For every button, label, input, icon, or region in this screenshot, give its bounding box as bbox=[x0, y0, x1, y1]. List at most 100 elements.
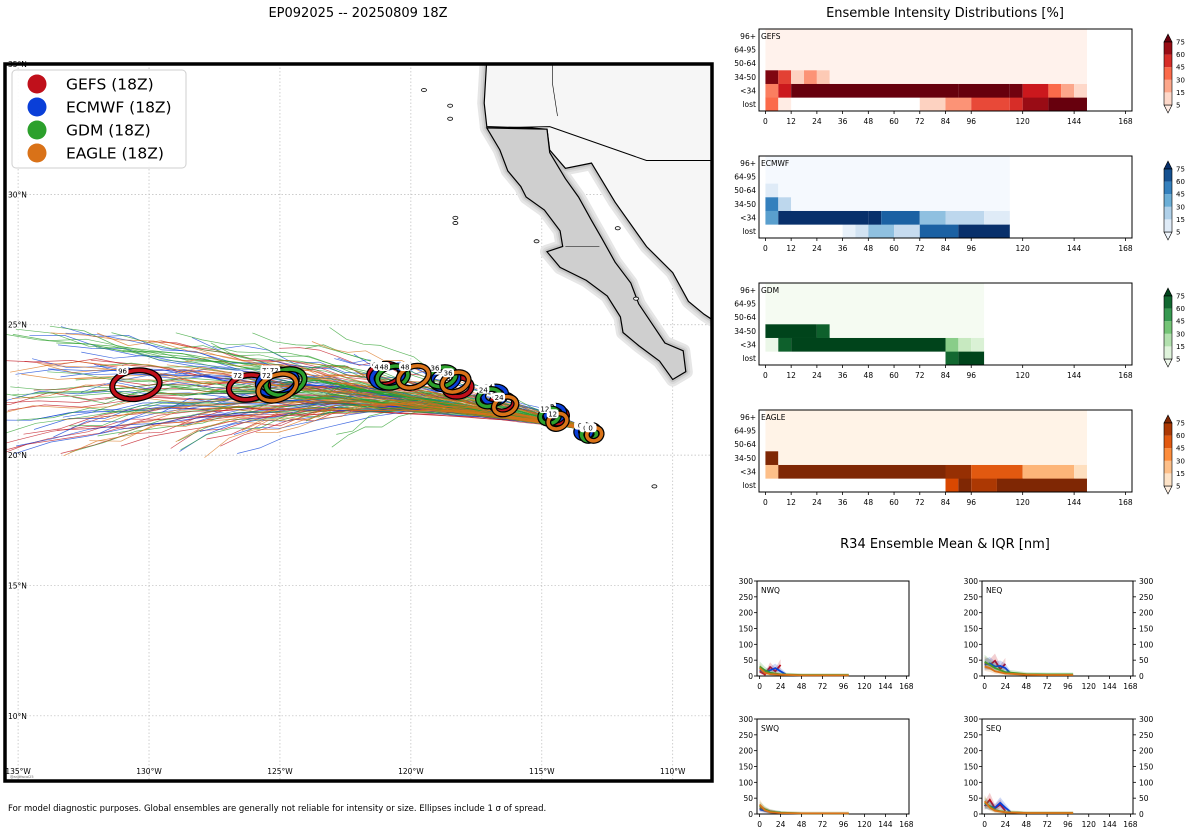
hour-label-bg bbox=[398, 362, 411, 372]
r34-frame bbox=[981, 580, 1134, 677]
r34-y-tick-label: 100 bbox=[964, 778, 979, 787]
member-track bbox=[63, 407, 600, 457]
r34-iqr-band bbox=[984, 654, 1074, 676]
r34-iqr-band bbox=[984, 792, 1006, 813]
r34-y-tick-label: 50 bbox=[743, 794, 753, 803]
r34-frame bbox=[756, 718, 910, 815]
r34-panel-name: NWQ bbox=[761, 586, 780, 595]
colorbar-tick-label: 15 bbox=[1176, 470, 1185, 478]
r34-x-tick-label: 168 bbox=[899, 682, 914, 691]
r34-iqr-band bbox=[984, 661, 1074, 676]
colorbar-tick-label: 5 bbox=[1176, 356, 1180, 364]
heatmap-cell bbox=[1022, 464, 1075, 479]
r34-x-tick-label: 24 bbox=[1001, 682, 1011, 691]
r34-x-tick-label: 0 bbox=[982, 682, 987, 691]
hour-label: 36 bbox=[431, 364, 440, 372]
y-category-label: <34 bbox=[740, 468, 756, 477]
x-tick-label: 12 bbox=[786, 498, 796, 507]
colorbar-extend-bottom bbox=[1163, 485, 1173, 495]
x-tick-label: 144 bbox=[1067, 117, 1082, 126]
member-track bbox=[198, 395, 600, 432]
x-tick-label: 0 bbox=[763, 371, 768, 380]
colorbar-tick-label: 75 bbox=[1176, 420, 1185, 428]
heatmap-cell bbox=[765, 296, 985, 311]
r34-y-tick-label: 50 bbox=[968, 794, 978, 803]
island bbox=[447, 103, 454, 108]
x-tick-label: 12 bbox=[786, 244, 796, 253]
r34-y-tick-label: 0 bbox=[748, 810, 753, 819]
hour-label: 48 bbox=[380, 364, 389, 372]
r34-y-tick-label: 0 bbox=[973, 810, 978, 819]
y-category-label: 34-50 bbox=[734, 327, 756, 336]
heatmap-cell bbox=[778, 210, 869, 225]
colorbar-tick-label: 60 bbox=[1176, 305, 1185, 313]
heatmap-cell bbox=[765, 324, 817, 338]
heatmap-cell bbox=[1074, 464, 1087, 479]
heatmap-cell bbox=[778, 97, 792, 112]
heatmap-cell bbox=[791, 197, 1010, 211]
colorbar-tick-label: 75 bbox=[1176, 39, 1185, 47]
r34-y-tick-label: 250 bbox=[964, 731, 979, 740]
heatmap-panel: lost <34 34-50 50-64 64-95 96+ GEFS 0 12 24 36 48 60… bbox=[734, 28, 1185, 126]
y-category-label: 96+ bbox=[740, 286, 756, 295]
spread-ellipse bbox=[256, 372, 299, 403]
y-category-label: lost bbox=[742, 354, 756, 363]
heatmap-cell bbox=[765, 451, 779, 465]
panel-name: ECMWF bbox=[761, 159, 789, 168]
map-title: EP092025 -- 20250809 18Z bbox=[268, 6, 447, 21]
x-tick-label: 24 bbox=[812, 117, 822, 126]
r34-x-tick-label: 120 bbox=[857, 682, 872, 691]
y-category-label: 96+ bbox=[740, 159, 756, 168]
y-category-label: <34 bbox=[740, 341, 756, 350]
heatmap-cell bbox=[765, 410, 1087, 424]
r34-x-tick-label: 0 bbox=[757, 820, 762, 829]
heatmap-cell bbox=[868, 224, 895, 239]
r34-x-tick-label: 168 bbox=[1123, 682, 1138, 691]
r34-x-tick-label: 168 bbox=[899, 820, 914, 829]
colorbar-tick-label: 45 bbox=[1176, 318, 1185, 326]
lon-label: 125°W bbox=[267, 767, 293, 776]
r34-x-tick-label: 96 bbox=[839, 820, 849, 829]
x-tick-label: 36 bbox=[838, 117, 848, 126]
hour-label-bg bbox=[231, 370, 244, 380]
r34-y-tick-label: 250 bbox=[1139, 731, 1154, 740]
x-tick-label: 36 bbox=[838, 371, 848, 380]
r34-frame bbox=[756, 580, 910, 677]
r34-x-tick-label: 24 bbox=[776, 682, 786, 691]
colorbar-tick-label: 15 bbox=[1176, 216, 1185, 224]
lon-label: 135°W bbox=[5, 767, 31, 776]
lat-label: 30°N bbox=[8, 190, 27, 199]
heatmap-cell bbox=[1048, 97, 1087, 112]
heatmap-cell bbox=[894, 224, 920, 239]
hour-label-bg bbox=[584, 423, 597, 433]
colorbar-tick-label: 75 bbox=[1176, 293, 1185, 301]
baja-peninsula bbox=[485, 127, 687, 381]
x-tick-label: 144 bbox=[1067, 498, 1082, 507]
r34-x-tick-label: 96 bbox=[839, 682, 849, 691]
member-track bbox=[119, 400, 600, 432]
x-tick-label: 168 bbox=[1118, 498, 1133, 507]
y-category-label: lost bbox=[742, 481, 756, 490]
track-map: 0122436487296012243648720122436487201224… bbox=[3, 60, 714, 783]
r34-y-tick-label: 50 bbox=[1139, 656, 1149, 665]
r34-mean-line bbox=[759, 667, 849, 677]
x-tick-label: 96 bbox=[966, 498, 976, 507]
heatmap-cell bbox=[765, 83, 779, 98]
heatmap-cell bbox=[945, 464, 972, 479]
r34-y-tick-label: 300 bbox=[739, 715, 754, 724]
colorbar-segment bbox=[1164, 169, 1172, 182]
colorbar-tick-label: 30 bbox=[1176, 76, 1185, 84]
member-track bbox=[16, 407, 600, 447]
heatmap-cell bbox=[945, 351, 959, 366]
colorbar-segment bbox=[1164, 346, 1172, 359]
x-tick-label: 120 bbox=[1016, 244, 1031, 253]
r34-y-tick-label: 100 bbox=[1139, 640, 1154, 649]
legend-label: GEFS (18Z) bbox=[66, 76, 154, 94]
hour-label-bg bbox=[477, 384, 490, 394]
map-frame bbox=[3, 62, 714, 783]
colorbar-segment bbox=[1164, 473, 1172, 486]
r34-y-tick-label: 150 bbox=[964, 625, 979, 634]
x-tick-label: 12 bbox=[786, 371, 796, 380]
x-tick-label: 60 bbox=[889, 498, 899, 507]
r34-panel-name: SEQ bbox=[986, 724, 1001, 733]
